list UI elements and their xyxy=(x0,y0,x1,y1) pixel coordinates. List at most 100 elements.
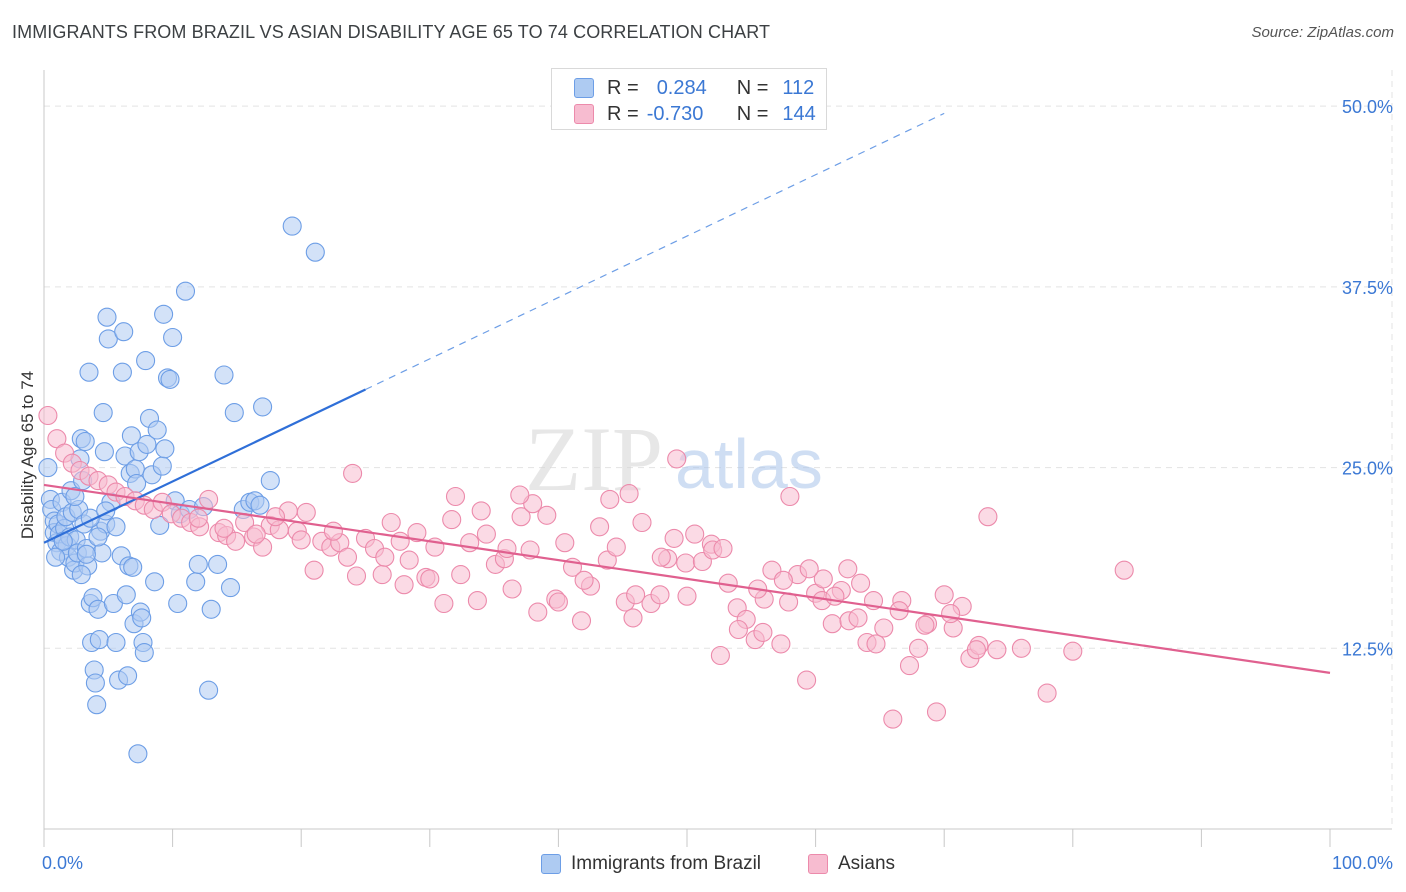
legend-n-value: 144 xyxy=(782,102,816,125)
asians-point-112 xyxy=(246,524,266,544)
asians-point-120 xyxy=(471,501,491,521)
brazil-point-0 xyxy=(38,458,58,478)
bottom-legend-label-brazil: Immigrants from Brazil xyxy=(571,853,762,874)
asians-point-63 xyxy=(590,517,610,537)
brazil-point-93 xyxy=(224,403,244,423)
brazil-point-40 xyxy=(93,403,113,423)
tick-labels: 12.5% 25.0% 37.5% 50.0% 0.0% 100.0% xyxy=(42,97,1393,873)
asians-point-97 xyxy=(883,709,903,729)
asians-point-110 xyxy=(188,508,208,528)
asians-point-103 xyxy=(934,585,954,605)
legend-swatch-blue xyxy=(574,78,594,98)
asians-point-30 xyxy=(304,560,324,580)
axes xyxy=(43,70,1392,847)
asians-point-59 xyxy=(555,533,575,553)
asians-point-21 xyxy=(226,531,246,551)
asians-point-99 xyxy=(899,656,920,676)
asians-point-141 xyxy=(1037,683,1057,703)
brazil-point-26 xyxy=(75,431,95,452)
brazil-point-97 xyxy=(250,495,270,515)
brazil-point-98 xyxy=(253,397,273,417)
asians-point-90 xyxy=(822,614,842,634)
brazil-point-83 xyxy=(175,281,196,301)
asians-point-93 xyxy=(848,608,868,628)
y-tick-label-1: 25.0% xyxy=(1342,459,1393,479)
brazil-point-74 xyxy=(152,456,172,476)
asians-point-89 xyxy=(813,569,833,589)
asians-point-38 xyxy=(372,565,392,585)
asians-point-117 xyxy=(394,575,414,595)
brazil-point-35 xyxy=(87,695,107,715)
brazil-point-34 xyxy=(85,673,105,693)
brazil-point-109 xyxy=(46,547,66,567)
brazil-point-92 xyxy=(220,578,241,598)
legend-n-label: N = xyxy=(736,102,769,125)
asians-point-151 xyxy=(799,559,819,579)
trend-line-brazil xyxy=(43,388,366,544)
brazil-point-75 xyxy=(154,304,174,324)
asians-point-134 xyxy=(838,559,858,579)
asians-point-96 xyxy=(874,618,894,638)
series-asians xyxy=(38,405,1134,729)
asians-point-153 xyxy=(851,573,871,593)
asians-point-47 xyxy=(451,565,471,585)
asians-point-138 xyxy=(941,604,961,624)
bottom-legend-label-asians: Asians xyxy=(838,853,896,874)
brazil-point-85 xyxy=(186,572,206,592)
asians-point-114 xyxy=(291,530,311,550)
asians-point-143 xyxy=(1114,560,1134,580)
asians-point-124 xyxy=(574,570,594,590)
chart-title: IMMIGRANTS FROM BRAZIL VS ASIAN DISABILI… xyxy=(12,22,771,42)
asians-point-68 xyxy=(632,512,652,533)
brazil-point-41 xyxy=(94,442,114,462)
brazil-point-107 xyxy=(123,557,143,577)
brazil-point-50 xyxy=(112,362,132,382)
brazil-point-105 xyxy=(53,531,73,551)
bottom-legend-asians: Asians xyxy=(808,851,895,877)
asians-point-118 xyxy=(420,569,440,589)
brazil-point-67 xyxy=(136,351,156,371)
trend-line-asians xyxy=(43,483,1331,674)
asians-point-41 xyxy=(399,550,419,570)
asians-point-132 xyxy=(780,486,800,507)
brazil-point-102 xyxy=(88,527,108,547)
brazil-point-104 xyxy=(65,486,85,507)
asians-point-146 xyxy=(619,484,639,504)
asians-point-95 xyxy=(866,634,886,654)
asians-point-50 xyxy=(476,524,496,544)
brazil-point-110 xyxy=(76,544,96,564)
asians-point-82 xyxy=(753,622,773,642)
asians-point-100 xyxy=(908,638,929,658)
brazil-point-44 xyxy=(98,329,118,349)
x-tick-label-0: 0.0% xyxy=(42,853,83,873)
asians-point-111 xyxy=(214,518,234,538)
asians-point-74 xyxy=(685,524,705,544)
asians-point-72 xyxy=(667,449,687,469)
asians-point-35 xyxy=(346,566,367,586)
asians-point-57 xyxy=(537,505,557,525)
asians-point-130 xyxy=(728,619,748,640)
asians-point-73 xyxy=(676,553,696,573)
brazil-point-106 xyxy=(106,517,126,537)
brazil-point-78 xyxy=(160,369,180,389)
asians-point-67 xyxy=(623,608,643,628)
brazil-point-89 xyxy=(201,599,221,619)
brazil-point-66 xyxy=(134,643,154,663)
asians-point-147 xyxy=(664,528,684,548)
asians-point-115 xyxy=(323,521,343,541)
source-label: Source: ZipAtlas.com xyxy=(1251,24,1394,41)
brazil-point-29 xyxy=(79,362,99,382)
brazil-point-88 xyxy=(199,680,219,700)
watermark: ZIP atlas xyxy=(525,408,823,510)
asians-point-77 xyxy=(710,645,730,666)
asians-point-49 xyxy=(467,591,487,611)
asians-point-87 xyxy=(797,670,817,690)
brazil-point-99 xyxy=(260,471,280,491)
asians-point-53 xyxy=(502,579,522,599)
asians-point-148 xyxy=(713,538,733,559)
asians-point-18 xyxy=(199,489,219,509)
y-tick-label-3: 50.0% xyxy=(1342,97,1393,117)
asians-point-65 xyxy=(606,537,626,557)
trend-line-brazil-extension xyxy=(365,112,945,391)
asians-point-61 xyxy=(571,611,592,631)
